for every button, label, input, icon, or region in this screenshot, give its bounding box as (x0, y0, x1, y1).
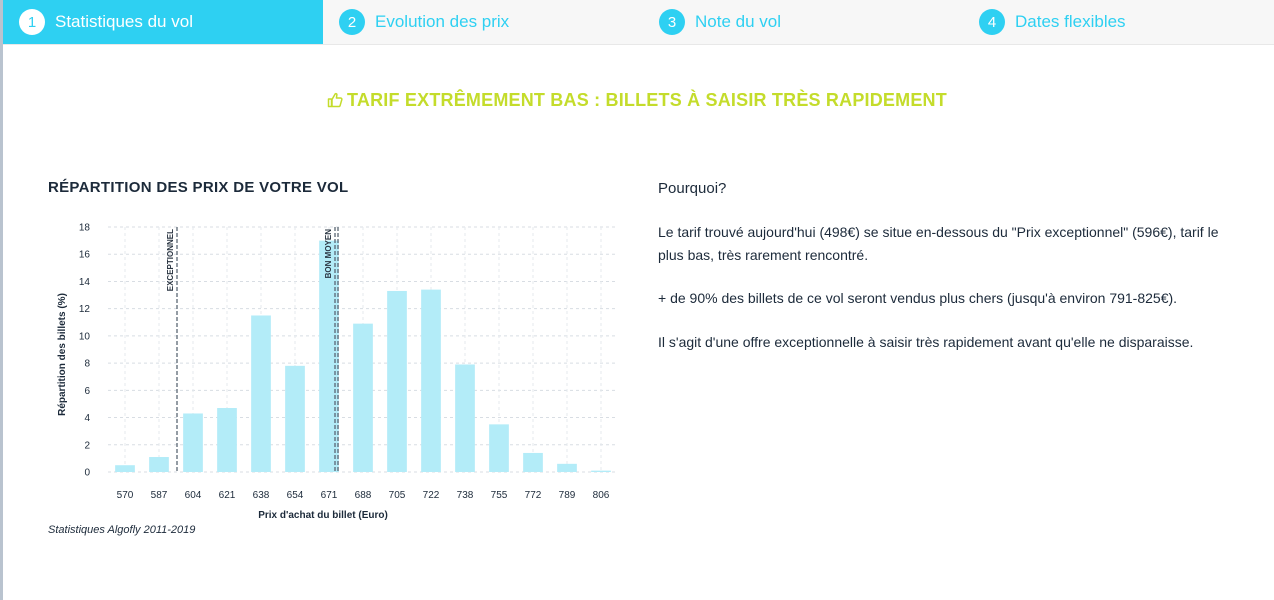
x-tick-label: 654 (287, 490, 304, 501)
tab-note-du-vol[interactable]: 3 Note du vol (643, 0, 963, 44)
y-tick-label: 12 (79, 304, 91, 315)
x-tick-label: 604 (185, 490, 202, 501)
bar (149, 457, 169, 472)
reference-line-label: EXCEPTIONNEL (166, 229, 175, 291)
tab-number: 3 (659, 9, 685, 35)
x-tick-label: 772 (525, 490, 542, 501)
bar (557, 463, 577, 472)
tab-number: 1 (19, 9, 45, 35)
x-tick-label: 738 (457, 490, 474, 501)
x-tick-label: 688 (355, 490, 372, 501)
why-title: Pourquoi? (658, 180, 727, 197)
tab-number: 4 (979, 9, 1005, 35)
tab-dates-flexibles[interactable]: 4 Dates flexibles (963, 0, 1274, 44)
why-paragraph: Il s'agit d'une offre exceptionnelle à s… (658, 334, 1194, 350)
thumbs-up-icon (327, 92, 343, 108)
y-tick-label: 6 (84, 386, 90, 397)
price-verdict-headline: TARIF EXTRÊMEMENT BAS : BILLETS À SAISIR… (0, 90, 1274, 111)
bar (115, 465, 135, 472)
headline-text: TARIF EXTRÊMEMENT BAS : BILLETS À SAISIR… (347, 90, 947, 110)
price-distribution-chart: 0 2 4 6 8 10 12 14 16 18 570 587 604 621 638 654 671 688 7… (48, 210, 628, 525)
x-tick-label: 638 (253, 490, 270, 501)
y-tick-label: 0 (84, 468, 90, 479)
y-axis-title: Répartition des billets (%) (57, 293, 68, 416)
bar (387, 290, 407, 472)
bar (285, 365, 305, 472)
tab-label: Note du vol (695, 12, 781, 31)
y-tick-label: 8 (84, 359, 90, 370)
x-tick-label: 789 (559, 490, 576, 501)
tab-label: Dates flexibles (1015, 12, 1126, 31)
bar (523, 452, 543, 472)
y-tick-label: 4 (84, 413, 90, 424)
chart-svg: 0 2 4 6 8 10 12 14 16 18 570 587 604 621 638 654 671 688 7… (57, 223, 618, 521)
bar (353, 323, 373, 472)
reference-line-label: BON MOYEN (324, 229, 333, 279)
y-tick-label: 2 (84, 440, 90, 451)
tab-statistiques-du-vol[interactable]: 1 Statistiques du vol (3, 0, 323, 44)
why-paragraph: + de 90% des billets de ce vol seront ve… (658, 290, 1178, 306)
section-title: RÉPARTITION DES PRIX DE VOTRE VOL (48, 179, 349, 196)
bar (455, 364, 475, 472)
step-tabs: 1 Statistiques du vol 2 Evolution des pr… (3, 0, 1274, 45)
why-paragraph: Le tarif trouvé aujourd'hui (498€) se si… (658, 224, 1219, 263)
y-tick-label: 16 (79, 250, 91, 261)
x-tick-label: 671 (321, 490, 338, 501)
bar (421, 289, 441, 472)
x-tick-label: 806 (593, 490, 610, 501)
source-note: Statistiques Algofly 2011-2019 (48, 524, 196, 536)
left-edge-strip (0, 0, 3, 600)
x-tick-label: 570 (117, 490, 134, 501)
bar (489, 424, 509, 472)
x-tick-label: 621 (219, 490, 236, 501)
bar (319, 240, 339, 472)
tab-evolution-des-prix[interactable]: 2 Evolution des prix (323, 0, 643, 44)
bar (183, 413, 203, 472)
tab-label: Statistiques du vol (55, 12, 193, 31)
tab-number: 2 (339, 9, 365, 35)
tab-label: Evolution des prix (375, 12, 510, 31)
y-tick-label: 14 (79, 277, 91, 288)
x-tick-label: 705 (389, 490, 406, 501)
bar (591, 470, 611, 472)
bar (251, 315, 271, 472)
bar (217, 408, 237, 472)
x-tick-label: 587 (151, 490, 168, 501)
x-axis-title: Prix d'achat du billet (Euro) (258, 510, 388, 521)
x-tick-label: 722 (423, 490, 440, 501)
y-tick-label: 10 (79, 331, 91, 342)
x-tick-label: 755 (491, 490, 508, 501)
y-tick-label: 18 (79, 223, 91, 234)
